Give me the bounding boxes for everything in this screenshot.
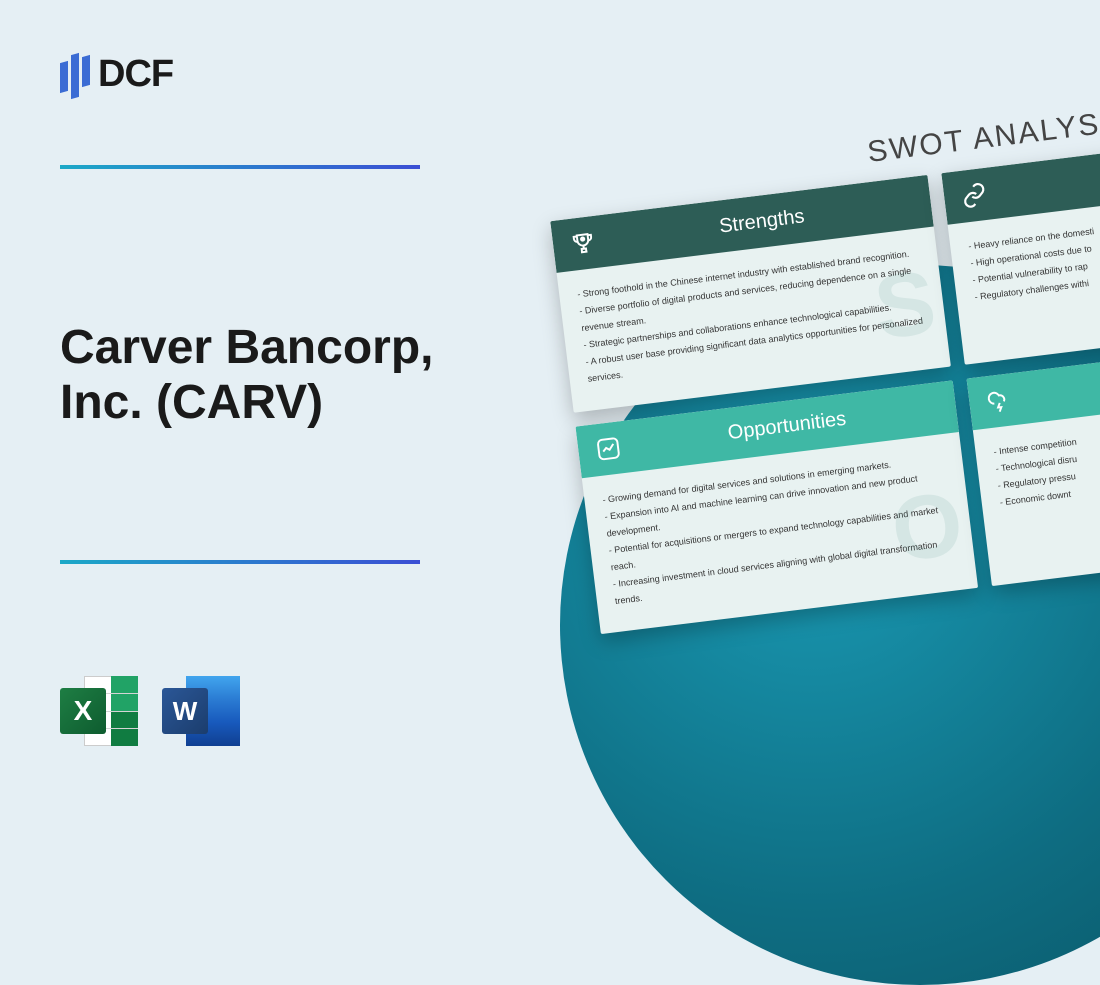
page-title: Carver Bancorp, Inc. (CARV) — [60, 320, 510, 430]
swot-grid: Strengths - Strong foothold in the Chine… — [550, 146, 1100, 635]
divider-top — [60, 165, 420, 169]
excel-badge: X — [60, 688, 106, 734]
file-icons-row: X W — [60, 672, 240, 750]
swot-weaknesses-card: - Heavy reliance on the domesti - High o… — [941, 146, 1100, 364]
storm-icon — [984, 385, 1015, 416]
word-file-icon[interactable]: W — [162, 672, 240, 750]
excel-file-icon[interactable]: X — [60, 672, 138, 750]
swot-strengths-card: Strengths - Strong foothold in the Chine… — [550, 175, 951, 412]
divider-bottom — [60, 560, 420, 564]
link-icon — [959, 180, 990, 211]
dcf-logo: DCF — [60, 50, 173, 98]
word-badge: W — [162, 688, 208, 734]
logo-text: DCF — [98, 53, 173, 96]
chart-trend-icon — [593, 433, 624, 464]
logo-bars-icon — [60, 50, 90, 98]
swot-panel: SWOT ANALYSIS Strengths - Strong foothol… — [545, 100, 1100, 634]
trophy-icon — [568, 228, 599, 259]
swot-threats-card: - Intense competition - Technological di… — [966, 351, 1100, 586]
